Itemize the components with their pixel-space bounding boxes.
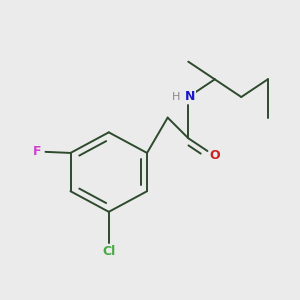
Text: O: O xyxy=(209,149,220,162)
Text: N: N xyxy=(184,91,195,103)
Text: H: H xyxy=(172,92,180,102)
Text: Cl: Cl xyxy=(102,245,116,258)
Text: F: F xyxy=(32,145,41,158)
